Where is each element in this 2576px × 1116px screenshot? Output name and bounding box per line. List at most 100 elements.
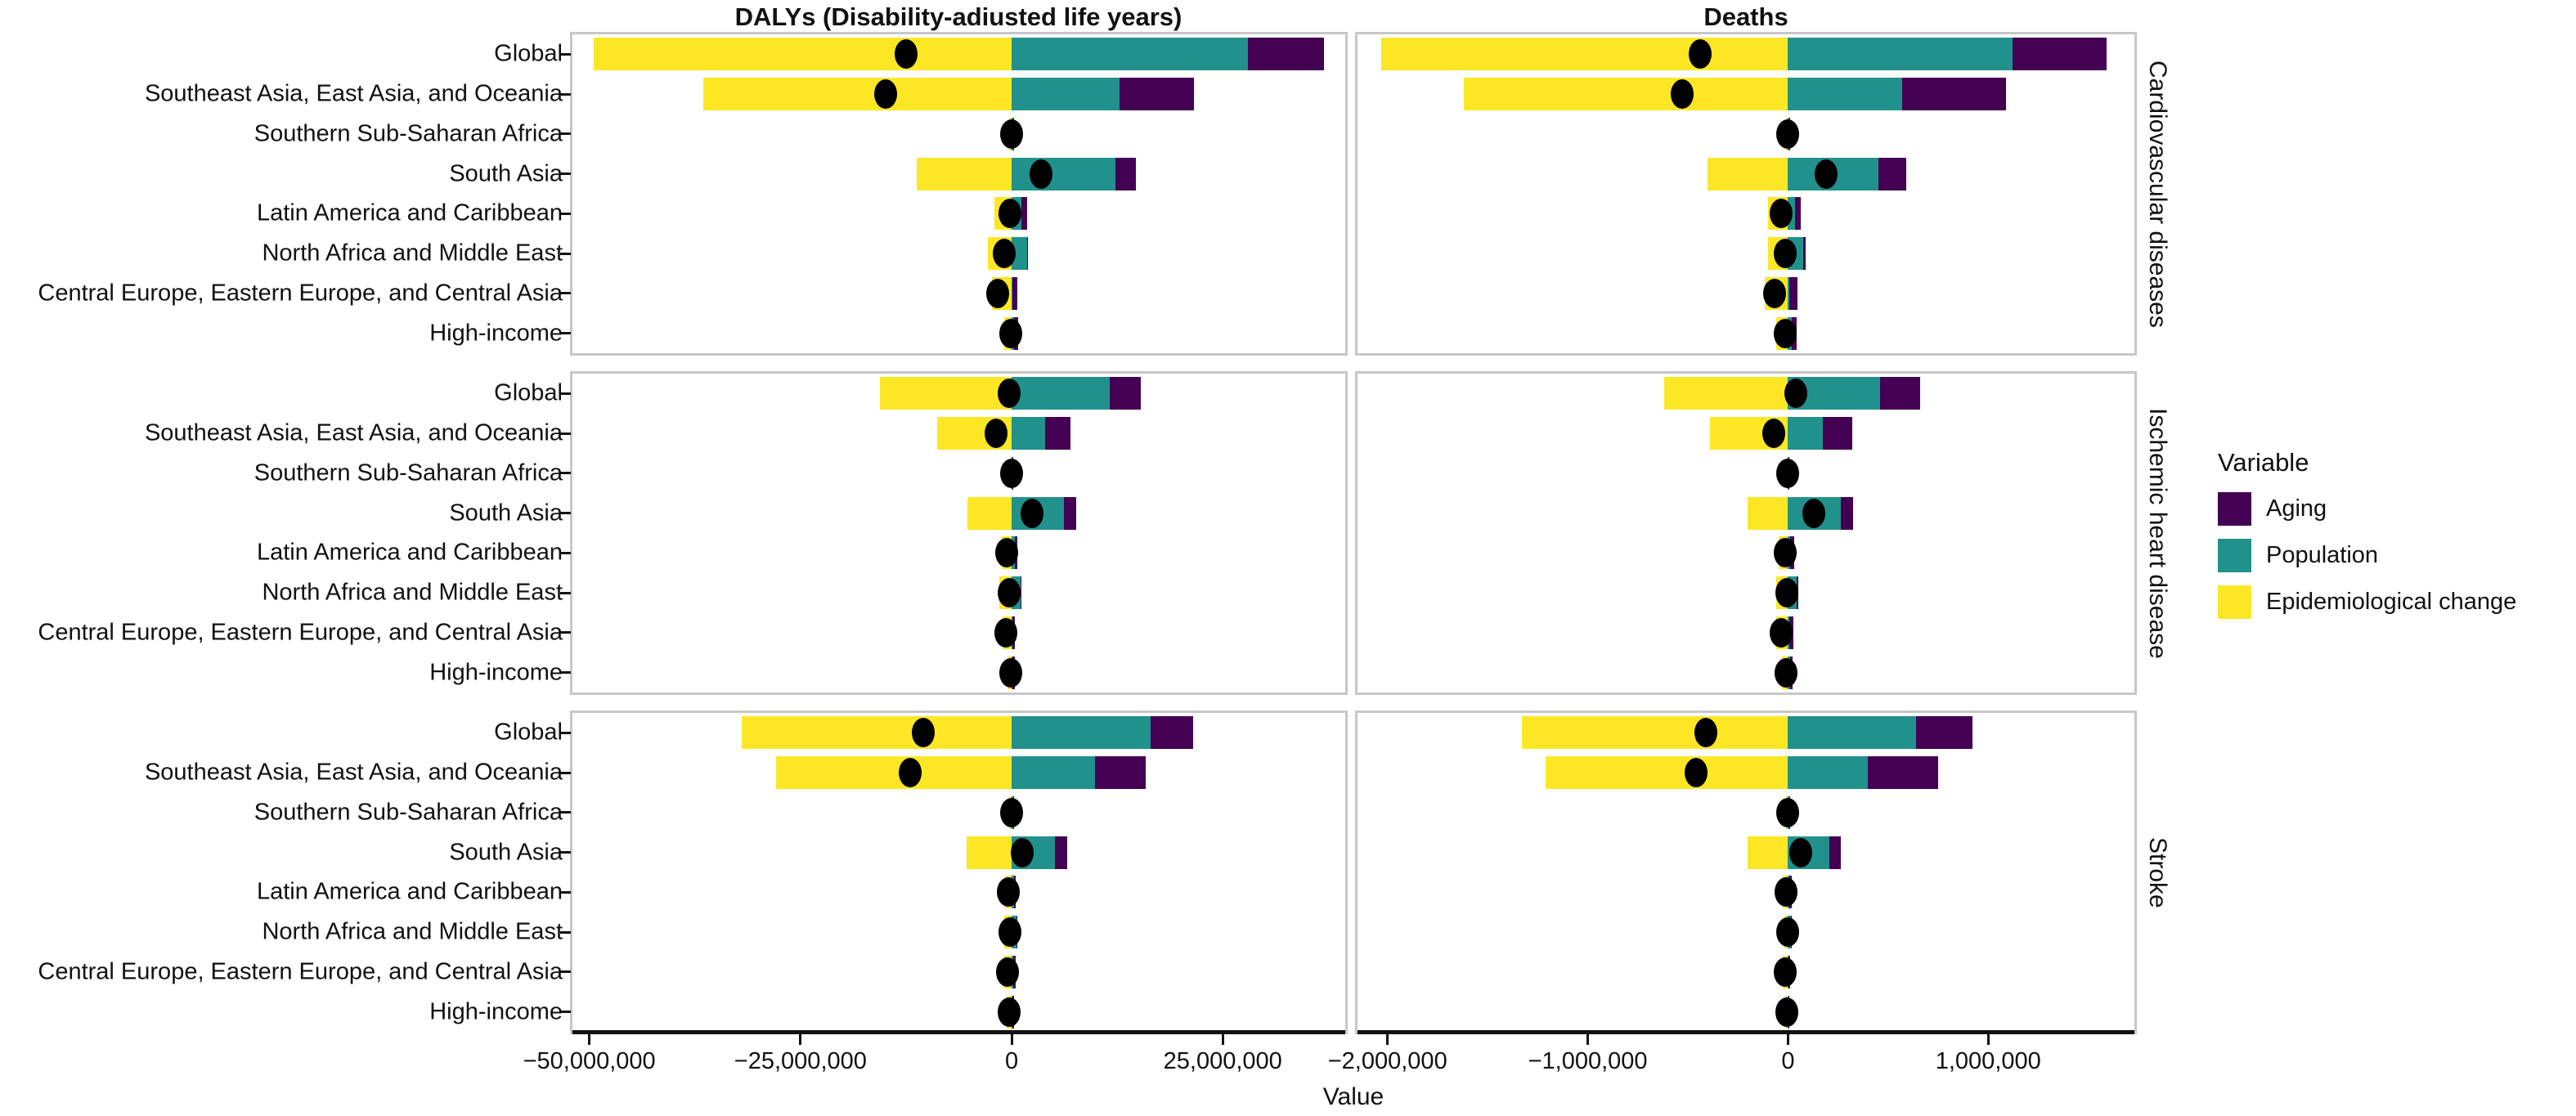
legend-swatch-aging bbox=[2218, 492, 2251, 526]
y-axis-tick bbox=[560, 512, 571, 515]
y-axis-label: Southern Sub-Saharan Africa bbox=[254, 459, 563, 486]
x-axis-tick-label: −1,000,000 bbox=[1528, 1048, 1648, 1074]
bar-epidemiological-change bbox=[1463, 78, 1788, 111]
bar-aging bbox=[1045, 417, 1071, 450]
legend-item-label: Epidemiological change bbox=[2266, 589, 2517, 615]
y-axis-label: South Asia bbox=[449, 160, 563, 187]
bar-population bbox=[1788, 38, 2013, 71]
y-axis-label: Southeast Asia, East Asia, and Oceania bbox=[144, 419, 563, 446]
bar-population bbox=[1012, 157, 1116, 190]
legend-item-label: Aging bbox=[2266, 495, 2327, 522]
bar-epidemiological-change bbox=[967, 496, 1012, 530]
y-axis-label: Central Europe, Eastern Europe, and Cent… bbox=[38, 958, 563, 985]
net-change-dot bbox=[911, 718, 935, 748]
net-change-dot bbox=[874, 79, 898, 110]
net-change-dot bbox=[1773, 538, 1797, 568]
bar-aging bbox=[1878, 157, 1906, 190]
bar-population bbox=[1012, 237, 1027, 271]
y-axis-label: Latin America and Caribbean bbox=[256, 539, 563, 566]
y-axis-tick bbox=[560, 930, 571, 934]
net-change-dot bbox=[997, 997, 1021, 1027]
legend-swatch-epidemiological-change bbox=[2218, 585, 2251, 619]
bar-aging bbox=[2012, 38, 2107, 71]
net-change-dot bbox=[1814, 159, 1838, 189]
column-title-dalys: DALYs (Disability-adiusted life years) bbox=[734, 2, 1183, 31]
x-axis-title: Value bbox=[1322, 1083, 1384, 1110]
y-axis-tick bbox=[560, 970, 571, 974]
bar-epidemiological-change bbox=[1708, 157, 1788, 190]
x-axis-tick-label: −50,000,000 bbox=[523, 1048, 656, 1074]
y-axis-tick bbox=[560, 1011, 571, 1014]
y-axis-label: South Asia bbox=[449, 839, 563, 866]
x-axis-tick bbox=[1986, 1034, 1990, 1045]
bar-aging bbox=[1095, 756, 1147, 790]
x-axis-tick-label: 0 bbox=[1004, 1048, 1019, 1074]
bar-epidemiological-change bbox=[917, 157, 1012, 190]
net-change-dot bbox=[999, 797, 1023, 827]
x-axis-tick-label: −2,000,000 bbox=[1327, 1048, 1447, 1074]
net-change-dot bbox=[1773, 318, 1797, 348]
y-axis-label: High-income bbox=[429, 659, 563, 686]
net-change-dot bbox=[1774, 239, 1797, 269]
bar-aging bbox=[1064, 496, 1076, 530]
bar-epidemiological-change bbox=[879, 377, 1012, 410]
x-axis-tick bbox=[1786, 1034, 1789, 1045]
y-axis-tick bbox=[560, 132, 571, 136]
bar-population bbox=[1012, 756, 1096, 790]
y-axis-label: Southeast Asia, East Asia, and Oceania bbox=[144, 759, 563, 786]
y-axis-label: High-income bbox=[429, 998, 563, 1025]
bar-population bbox=[1012, 417, 1046, 450]
net-change-dot bbox=[1688, 39, 1712, 69]
column-title-deaths: Deaths bbox=[1703, 2, 1788, 31]
bar-aging bbox=[1789, 276, 1797, 310]
net-change-dot bbox=[1762, 278, 1786, 308]
y-axis-tick bbox=[560, 332, 571, 335]
bar-population bbox=[1788, 276, 1790, 310]
bar-population bbox=[1788, 78, 1902, 111]
y-axis-label: North Africa and Middle East bbox=[262, 240, 563, 267]
net-change-dot bbox=[1769, 199, 1793, 229]
legend-title: Variable bbox=[2218, 448, 2309, 477]
panel-cardiovascular-diseases-deaths bbox=[1355, 32, 2137, 356]
bar-population bbox=[1788, 756, 1869, 790]
y-axis-tick bbox=[560, 392, 571, 395]
net-change-dot bbox=[1684, 758, 1708, 788]
x-axis-tick bbox=[1586, 1034, 1590, 1045]
bar-population bbox=[1012, 78, 1120, 111]
y-axis-label: Global bbox=[494, 379, 563, 406]
y-axis-tick bbox=[560, 432, 571, 435]
net-change-dot bbox=[899, 758, 922, 788]
net-change-dot bbox=[998, 578, 1021, 608]
net-change-dot bbox=[1775, 877, 1798, 908]
legend-item: Population bbox=[2218, 539, 2516, 572]
net-change-dot bbox=[1773, 957, 1797, 987]
y-axis-tick bbox=[560, 292, 571, 295]
legend-items: Aging Population Epidemiological change bbox=[2218, 492, 2516, 619]
net-change-dot bbox=[1784, 379, 1808, 409]
net-change-dot bbox=[1775, 997, 1799, 1027]
y-axis-label: Central Europe, Eastern Europe, and Cent… bbox=[38, 619, 563, 646]
net-change-dot bbox=[998, 917, 1021, 948]
net-change-dot bbox=[997, 877, 1021, 908]
y-axis-tick bbox=[560, 631, 571, 634]
bar-aging bbox=[1151, 716, 1194, 750]
bar-aging bbox=[1026, 237, 1029, 271]
net-change-dot bbox=[1802, 498, 1825, 528]
legend-swatch-population bbox=[2218, 539, 2251, 572]
x-axis-line bbox=[1358, 1030, 2134, 1034]
panel-cardiovascular-diseases-dalys bbox=[570, 32, 1348, 356]
y-axis-label: High-income bbox=[429, 320, 563, 347]
panel-ischemic-heart-disease-deaths bbox=[1355, 371, 2137, 695]
y-axis-tick bbox=[560, 591, 571, 594]
net-change-dot bbox=[1776, 119, 1800, 149]
x-axis-tick bbox=[1221, 1034, 1224, 1045]
bar-epidemiological-change bbox=[1546, 756, 1788, 790]
bar-epidemiological-change bbox=[967, 836, 1012, 869]
net-change-dot bbox=[999, 657, 1023, 688]
net-change-dot bbox=[1788, 837, 1812, 867]
bar-aging bbox=[1248, 38, 1325, 71]
bar-population bbox=[1012, 716, 1151, 750]
bar-epidemiological-change bbox=[1381, 38, 1788, 71]
panel-stroke-dalys bbox=[570, 710, 1348, 1034]
x-axis-tick-label: 25,000,000 bbox=[1163, 1048, 1282, 1074]
